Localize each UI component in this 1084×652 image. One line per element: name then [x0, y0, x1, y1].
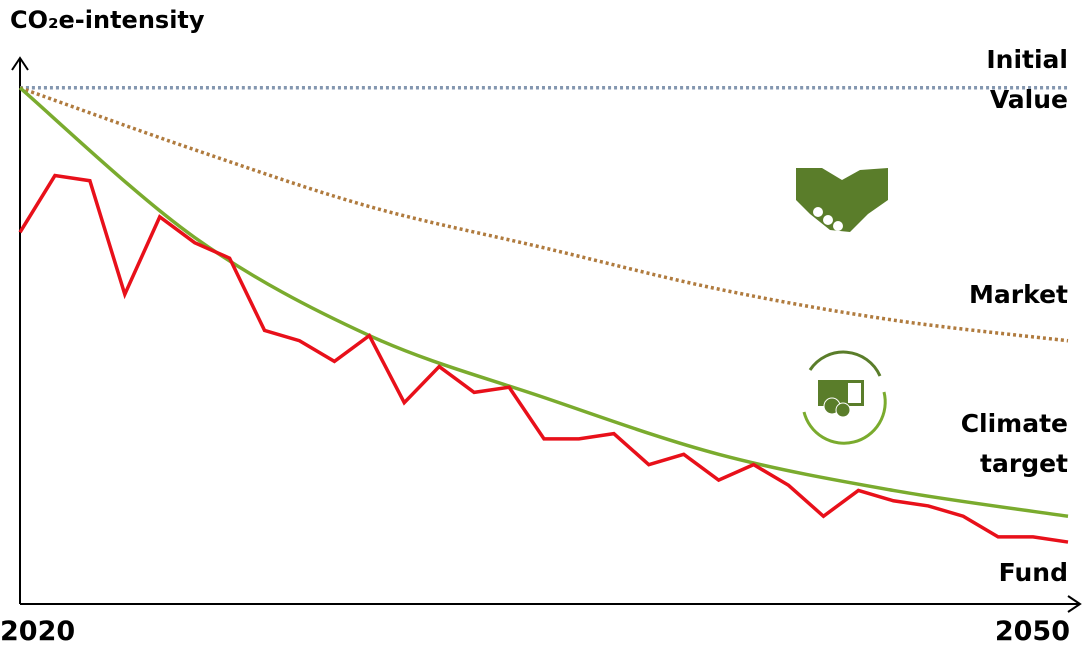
series-label: Market	[969, 280, 1068, 309]
series-line	[18, 86, 1069, 518]
series-line	[19, 86, 1069, 343]
series-label: Fund	[998, 558, 1068, 587]
series-line	[18, 173, 1069, 544]
x-tick-label: 2050	[994, 616, 1070, 647]
handshake-icon	[796, 168, 888, 232]
series-label: Climate target	[960, 409, 1068, 478]
series-label: Initial Value	[986, 45, 1068, 114]
chart-title: CO₂e-intensity	[10, 6, 205, 34]
x-arrow	[1067, 595, 1082, 613]
x-tick-label: 2020	[0, 616, 76, 647]
y-arrow	[11, 56, 29, 71]
cycle-icon	[802, 350, 887, 445]
